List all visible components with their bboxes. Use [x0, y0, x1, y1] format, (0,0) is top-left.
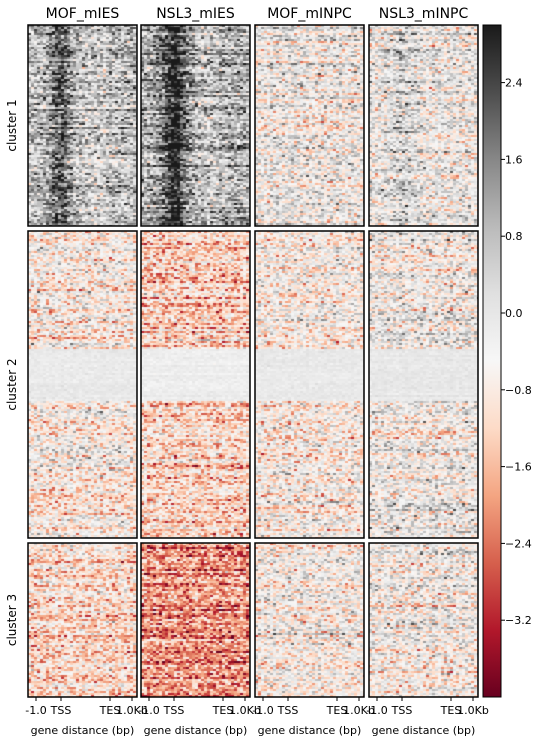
panel-frame: [254, 542, 365, 698]
colorbar-tick-label: −2.4: [505, 537, 532, 550]
heatmap-cell-3-3: [255, 543, 364, 697]
heatmap-cell-3-1: [255, 25, 364, 226]
heatmap-cell-1-3: [28, 543, 137, 697]
x-tick-label: 1.0Kb: [229, 704, 261, 717]
colorbar-tick-label: −3.2: [505, 614, 532, 627]
heatmap-cell-1-2: [28, 231, 137, 538]
heatmap-cell-4-1: [369, 25, 478, 226]
panel-frame: [140, 542, 251, 698]
heatmap-cell-4-3: [369, 543, 478, 697]
x-tick-label: TES: [326, 704, 348, 717]
heatmap-cell-2-3: [141, 543, 250, 697]
panel-frame: [27, 542, 138, 698]
x-axis-label: gene distance (bp): [144, 724, 248, 737]
column-title: NSL3_mIES: [156, 6, 235, 22]
column-title: MOF_mINPC: [267, 6, 352, 22]
x-tick-label: TSS: [277, 704, 299, 717]
panel-frame: [254, 24, 365, 227]
x-tick-label: TSS: [391, 704, 413, 717]
x-tick-label: TSS: [163, 704, 185, 717]
panel-frame: [140, 230, 251, 539]
panel-frame: [368, 230, 479, 539]
colorbar-tick-label: 0.0: [505, 307, 523, 320]
heatmap-cell-4-2: [369, 231, 478, 538]
panel-frame: [27, 24, 138, 227]
heatmap-cell-2-1: [141, 25, 250, 226]
x-tick-label: TSS: [50, 704, 72, 717]
heatmap-cell-2-2: [141, 231, 250, 538]
panel-frame: [368, 542, 479, 698]
column-title: MOF_mIES: [46, 6, 120, 22]
x-axis-label: gene distance (bp): [31, 724, 135, 737]
colorbar-tick-label: 0.8: [505, 230, 523, 243]
column-title: NSL3_mINPC: [379, 6, 469, 22]
x-tick-label: 1.0Kb: [116, 704, 148, 717]
x-tick-label: -1.0: [366, 704, 387, 717]
colorbar: [483, 25, 501, 697]
x-tick-label: -1.0: [138, 704, 159, 717]
row-label: cluster 3: [5, 594, 19, 646]
row-label: cluster 2: [5, 358, 19, 410]
colorbar-tick-label: −0.8: [505, 384, 532, 397]
colorbar-tick-label: −1.6: [505, 461, 532, 474]
x-tick-label: TES: [212, 704, 234, 717]
colorbar-tick-label: 2.4: [505, 77, 523, 90]
x-axis-label: gene distance (bp): [372, 724, 476, 737]
panel-frame: [27, 230, 138, 539]
colorbar-tick-label: 1.6: [505, 153, 523, 166]
x-tick-label: TES: [440, 704, 462, 717]
row-label: cluster 1: [5, 99, 19, 151]
panel-frame: [140, 24, 251, 227]
x-tick-label: TES: [99, 704, 121, 717]
x-tick-label: -1.0: [252, 704, 273, 717]
panel-frame: [368, 24, 479, 227]
x-axis-label: gene distance (bp): [258, 724, 362, 737]
colorbar-frame: [482, 24, 502, 698]
x-tick-label: -1.0: [25, 704, 46, 717]
heatmap-cell-3-2: [255, 231, 364, 538]
heatmap-cell-1-1: [28, 25, 137, 226]
panel-frame: [254, 230, 365, 539]
x-tick-label: 1.0Kb: [457, 704, 489, 717]
x-tick-label: 1.0Kb: [343, 704, 375, 717]
